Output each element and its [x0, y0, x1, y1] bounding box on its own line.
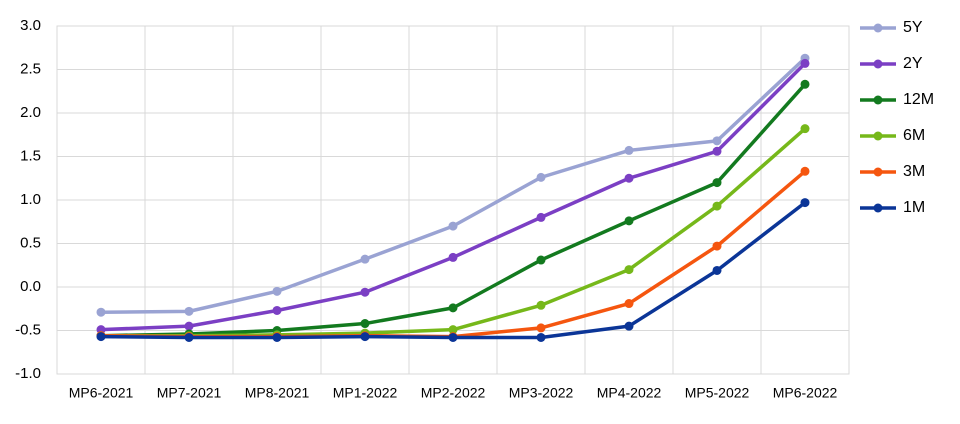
point [800, 166, 810, 176]
series-line [100, 62, 807, 332]
legend-label: 5Y [903, 19, 923, 36]
legend-label: 1M [903, 199, 925, 216]
x-tick-label: MP6-2021 [69, 385, 134, 401]
point [448, 252, 458, 262]
point [712, 178, 722, 188]
point [536, 255, 546, 265]
legend-marker [873, 59, 883, 69]
plot-border [56, 25, 850, 375]
point [712, 136, 722, 146]
point [624, 145, 634, 155]
point [272, 332, 282, 342]
y-tick-label: 1.0 [20, 191, 41, 208]
point [536, 172, 546, 182]
point [624, 299, 634, 309]
y-tick-label: -0.5 [15, 321, 41, 338]
y-tick-label: 0.0 [20, 278, 41, 295]
legend-label: 12M [903, 91, 934, 108]
point [712, 146, 722, 156]
point [800, 58, 810, 68]
point [448, 221, 458, 231]
point [712, 265, 722, 275]
point [800, 79, 810, 89]
y-tick-label: 3.0 [20, 17, 41, 34]
y-tick-label: 2.5 [20, 60, 41, 77]
point [96, 332, 106, 342]
legend-label: 2Y [903, 55, 923, 72]
point [536, 300, 546, 310]
point [624, 265, 634, 275]
series-line [100, 83, 807, 338]
point [800, 124, 810, 134]
point [712, 201, 722, 211]
point [360, 287, 370, 297]
x-tick-label: MP6-2022 [773, 385, 838, 401]
point [360, 254, 370, 264]
y-tick-label: 1.5 [20, 147, 41, 164]
point [360, 319, 370, 329]
point [624, 321, 634, 331]
x-tick-label: MP4-2022 [597, 385, 662, 401]
point [360, 332, 370, 342]
point [184, 306, 194, 316]
x-tick-label: MP7-2021 [157, 385, 222, 401]
point [536, 332, 546, 342]
x-tick-label: MP1-2022 [333, 385, 398, 401]
point [448, 303, 458, 313]
point [536, 323, 546, 333]
legend-marker [873, 167, 883, 177]
point [272, 286, 282, 296]
point [272, 305, 282, 315]
point [184, 321, 194, 331]
x-tick-label: MP2-2022 [421, 385, 486, 401]
point [712, 241, 722, 251]
point [448, 332, 458, 342]
point [800, 198, 810, 208]
legend-marker [873, 95, 883, 105]
legend-label: 6M [903, 127, 925, 144]
point [536, 212, 546, 222]
y-tick-label: 2.0 [20, 104, 41, 121]
series-line [100, 56, 807, 314]
legend-marker [873, 203, 883, 213]
legend-label: 3M [903, 163, 925, 180]
y-tick-label: -1.0 [15, 365, 41, 382]
x-tick-label: MP5-2022 [685, 385, 750, 401]
legend-marker [873, 23, 883, 33]
point [184, 332, 194, 342]
point [624, 216, 634, 226]
point [448, 325, 458, 335]
point [624, 173, 634, 183]
point [96, 307, 106, 317]
x-tick-label: MP8-2021 [245, 385, 310, 401]
y-tick-label: 0.5 [20, 234, 41, 251]
legend-marker [873, 131, 883, 141]
x-tick-label: MP3-2022 [509, 385, 574, 401]
